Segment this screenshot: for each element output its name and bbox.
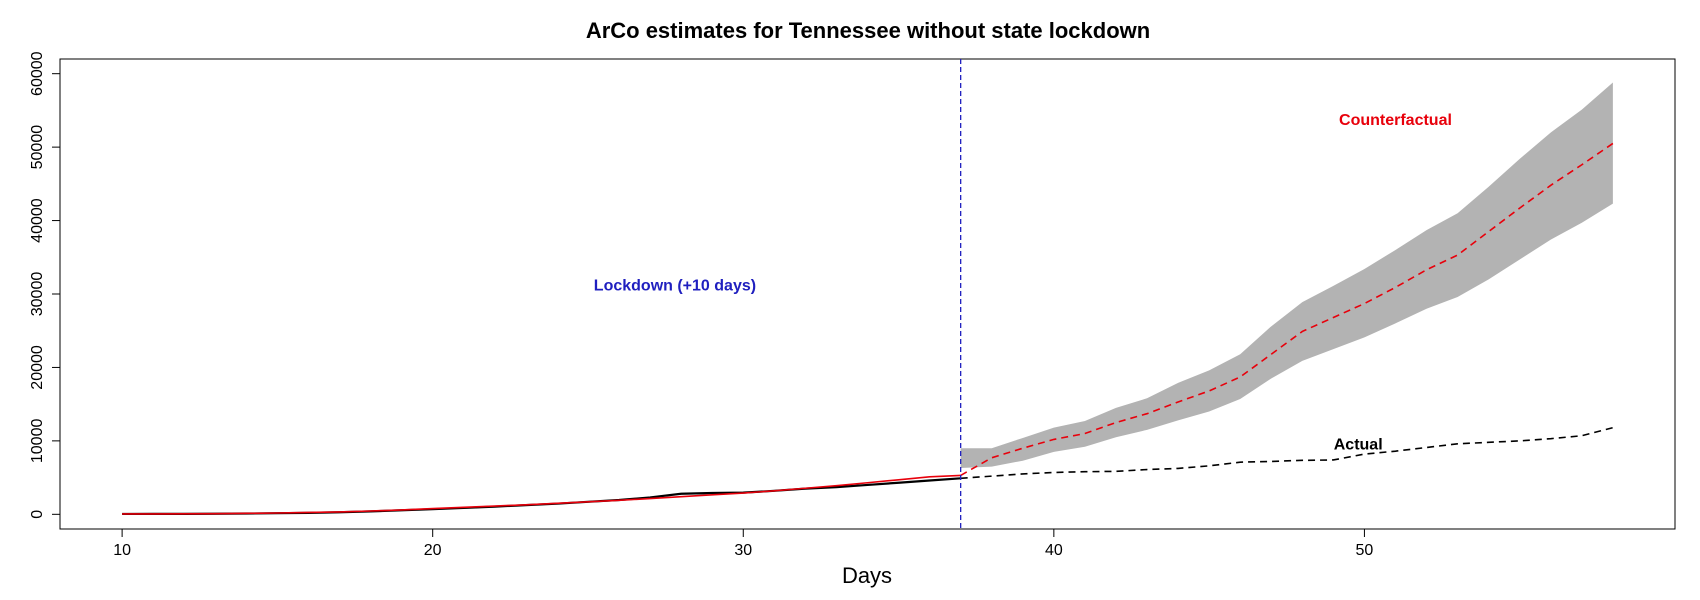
x-tick-label: 30 bbox=[734, 542, 752, 559]
y-axis: 0 10000 20000 30000 40000 50000 60000 bbox=[29, 51, 61, 519]
x-axis-label: Days bbox=[842, 563, 892, 588]
y-tick-label: 10000 bbox=[29, 419, 46, 464]
chart-title: ArCo estimates for Tennessee without sta… bbox=[586, 18, 1150, 43]
y-tick-label: 30000 bbox=[29, 272, 46, 317]
annotation-actual: Actual bbox=[1334, 437, 1383, 454]
x-tick-label: 50 bbox=[1356, 542, 1374, 559]
y-tick-label: 20000 bbox=[29, 345, 46, 390]
actual-series-line-post bbox=[960, 426, 1614, 480]
counterfactual-series-line-post bbox=[960, 142, 1614, 477]
x-tick-label: 10 bbox=[113, 542, 131, 559]
y-tick-label: 60000 bbox=[29, 51, 46, 96]
annotation-counterfactual: Counterfactual bbox=[1339, 112, 1452, 129]
annotation-lockdown-10-days: Lockdown (+10 days) bbox=[594, 277, 756, 294]
annotations-layer: Counterfactual Actual Lockdown (+10 days) bbox=[594, 112, 1452, 454]
x-tick-label: 40 bbox=[1045, 542, 1063, 559]
series-lines-layer bbox=[122, 142, 1614, 516]
y-tick-label: 50000 bbox=[29, 125, 46, 170]
counterfactual-interval-band bbox=[960, 82, 1613, 469]
x-tick-label: 20 bbox=[424, 542, 442, 559]
counterfactual-series-line-pre bbox=[122, 474, 961, 515]
actual-series-line-pre bbox=[122, 477, 961, 516]
x-axis: 10 20 30 40 50 bbox=[113, 528, 1374, 559]
y-tick-label: 0 bbox=[29, 510, 46, 519]
y-tick-label: 40000 bbox=[29, 198, 46, 243]
confidence-band-layer bbox=[960, 82, 1613, 469]
